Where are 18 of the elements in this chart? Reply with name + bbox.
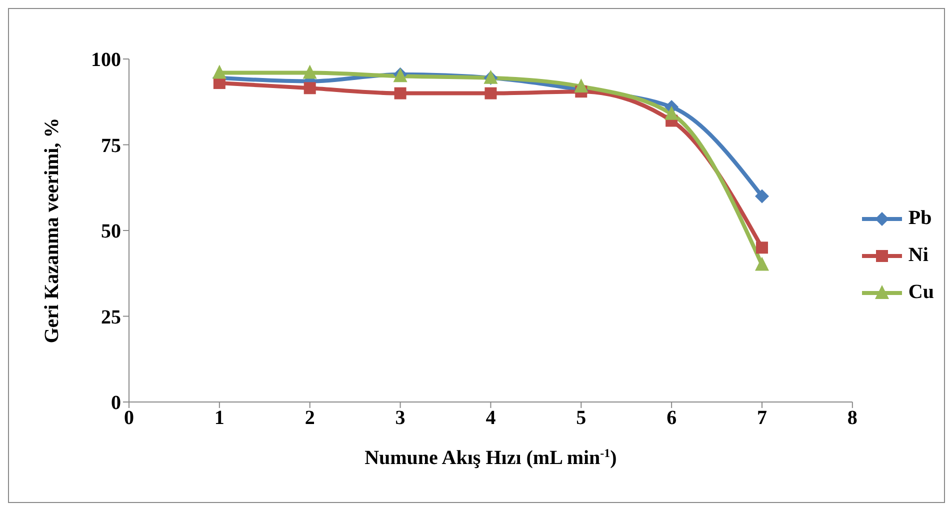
x-tick-label: 1 <box>214 407 224 430</box>
legend-label: Cu <box>908 281 934 304</box>
x-tick-label: 7 <box>756 407 767 430</box>
y-tick-label: 100 <box>91 49 121 72</box>
x-tick-label: 2 <box>304 407 315 430</box>
y-tick-label: 50 <box>101 220 121 243</box>
y-tick-label: 0 <box>111 392 121 414</box>
y-axis-title: Geri Kazanma veerimi, % <box>41 118 64 344</box>
x-tick-label: 6 <box>666 407 677 430</box>
legend-label: Pb <box>908 207 932 230</box>
x-axis-title: Numune Akış Hızı (mL min$^{-1}$) <box>364 446 617 469</box>
y-tick-label: 25 <box>101 306 121 328</box>
x-tick-label: 3 <box>395 407 406 430</box>
legend-label: Ni <box>908 244 928 267</box>
x-tick-label: 4 <box>486 407 496 430</box>
x-tick-label: 5 <box>576 407 586 430</box>
x-tick-label: 8 <box>847 407 858 430</box>
y-tick-label: 75 <box>101 134 121 157</box>
